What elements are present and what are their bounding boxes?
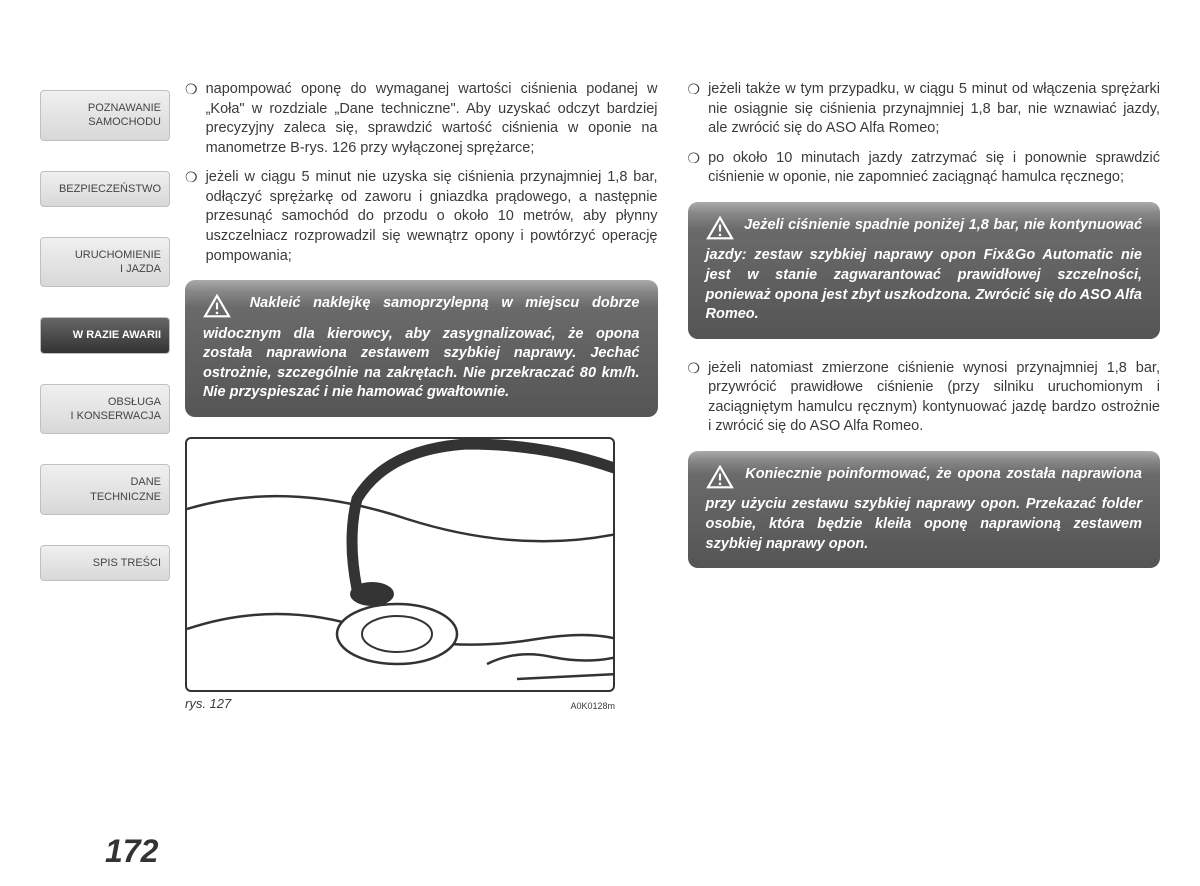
bullet-text: napompować oponę do wymaganej wartości c… (206, 80, 658, 158)
bullet-icon: ❍ (185, 168, 198, 266)
warning-box: Jeżeli ciśnienie spadnie poniżej 1,8 bar… (688, 202, 1161, 339)
warning-text: Koniecznie poinformować, że opona został… (706, 466, 1143, 552)
figure-caption: rys. 127 A0K0128m (185, 696, 615, 711)
figure-code: A0K0128m (570, 701, 615, 711)
sidebar-item-obsluga[interactable]: OBSŁUGA I KONSERWACJA (40, 384, 170, 435)
page-number: 172 (105, 833, 158, 870)
manual-page: POZNAWANIE SAMOCHODU BEZPIECZEŃSTWO URUC… (40, 80, 1160, 860)
sidebar-item-awarii[interactable]: W RAZIE AWARII (40, 317, 170, 353)
list-item: ❍ napompować oponę do wymaganej wartości… (185, 80, 658, 158)
sidebar-item-spis[interactable]: SPIS TREŚCI (40, 545, 170, 581)
sidebar-item-uruchomienie[interactable]: URUCHOMIENIE I JAZDA (40, 237, 170, 288)
list-item: ❍ jeżeli w ciągu 5 minut nie uzyska się … (185, 168, 658, 266)
bullet-text: po około 10 minutach jazdy zatrzymać się… (708, 149, 1160, 188)
right-column: ❍ jeżeli także w tym przypadku, w ciągu … (688, 80, 1161, 711)
warning-icon (706, 216, 734, 247)
bullet-icon: ❍ (688, 80, 701, 139)
content-area: ❍ napompować oponę do wymaganej wartości… (185, 80, 1160, 711)
sidebar-item-bezpieczenstwo[interactable]: BEZPIECZEŃSTWO (40, 171, 170, 207)
sidebar-nav: POZNAWANIE SAMOCHODU BEZPIECZEŃSTWO URUC… (40, 90, 170, 611)
bullet-icon: ❍ (688, 359, 701, 437)
bullet-icon: ❍ (688, 149, 701, 188)
sidebar-item-dane[interactable]: DANE TECHNICZNE (40, 464, 170, 515)
warning-box: Nakleić naklejkę samoprzylepną w miejscu… (185, 280, 658, 417)
sidebar-item-poznawanie[interactable]: POZNAWANIE SAMOCHODU (40, 90, 170, 141)
warning-text: Nakleić naklejkę samoprzylepną w miejscu… (203, 295, 640, 400)
list-item: ❍ po około 10 minutach jazdy zatrzymać s… (688, 149, 1161, 188)
warning-icon (706, 465, 734, 496)
bullet-text: jeżeli także w tym przypadku, w ciągu 5 … (708, 80, 1160, 139)
bullet-text: jeżeli natomiast zmierzone ciśnienie wyn… (708, 359, 1160, 437)
bullet-text: jeżeli w ciągu 5 minut nie uzyska się ci… (206, 168, 658, 266)
warning-box: Koniecznie poinformować, że opona został… (688, 451, 1161, 568)
figure-label: rys. 127 (185, 696, 231, 711)
figure-127 (185, 437, 615, 692)
list-item: ❍ jeżeli natomiast zmierzone ciśnienie w… (688, 359, 1161, 437)
warning-icon (203, 294, 231, 325)
bullet-icon: ❍ (185, 80, 198, 158)
list-item: ❍ jeżeli także w tym przypadku, w ciągu … (688, 80, 1161, 139)
left-column: ❍ napompować oponę do wymaganej wartości… (185, 80, 658, 711)
columns: ❍ napompować oponę do wymaganej wartości… (185, 80, 1160, 711)
warning-text: Jeżeli ciśnienie spadnie poniżej 1,8 bar… (706, 217, 1143, 322)
